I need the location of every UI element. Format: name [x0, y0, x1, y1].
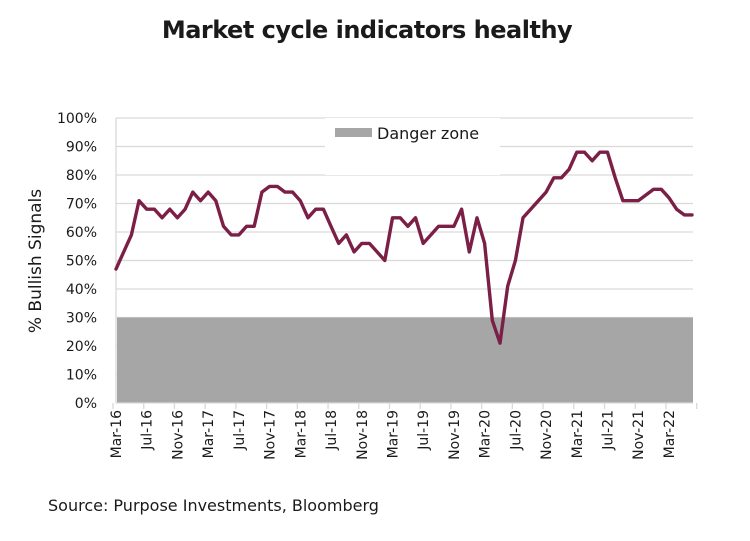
source-note: Source: Purpose Investments, Bloomberg: [48, 496, 379, 515]
y-tick-label: 90%: [66, 140, 97, 156]
y-tick-label: 40%: [66, 282, 97, 298]
y-tick-label: 70%: [66, 197, 97, 213]
x-tick-label: Mar-16: [109, 410, 125, 458]
y-tick-label: 10%: [66, 368, 97, 384]
danger-zone-area: [117, 317, 693, 403]
y-tick-label: 30%: [66, 311, 97, 327]
x-tick-label: Mar-21: [570, 410, 586, 458]
y-tick-label: 60%: [66, 225, 97, 241]
y-tick-label: 20%: [66, 339, 97, 355]
x-tick-label: Jul-17: [232, 410, 248, 451]
x-tick-label: Jul-16: [140, 410, 156, 451]
x-tick-label: Mar-22: [662, 410, 678, 458]
legend-swatch-danger-zone: [335, 128, 372, 137]
y-tick-label: 80%: [66, 168, 97, 184]
x-tick-label: Nov-21: [631, 410, 647, 460]
x-tick-label: Jul-21: [601, 410, 617, 451]
legend-label-danger-zone: Danger zone: [377, 124, 479, 143]
chart-title: Market cycle indicators healthy: [161, 16, 573, 44]
x-tick-label: Nov-19: [447, 410, 463, 460]
x-tick-label: Nov-16: [170, 410, 186, 460]
legend-background: [325, 118, 500, 175]
x-tick-label: Jul-19: [416, 410, 432, 451]
x-tick-label: Nov-18: [355, 410, 371, 460]
x-tick-label: Mar-18: [293, 410, 309, 458]
x-tick-label: Jul-20: [508, 410, 524, 451]
x-tick-label: Mar-19: [385, 410, 401, 458]
x-tick-label: Jul-18: [324, 410, 340, 451]
y-axis-title: % Bullish Signals: [26, 189, 46, 333]
series-line: [114, 150, 694, 345]
x-tick-label: Mar-20: [478, 410, 494, 458]
x-tick-label: Nov-17: [263, 410, 279, 460]
x-tick-label: Nov-20: [539, 410, 555, 460]
x-tick-label: Mar-17: [201, 410, 217, 458]
y-tick-label: 0%: [75, 396, 97, 412]
y-tick-label: 100%: [57, 111, 97, 127]
y-tick-label: 50%: [66, 254, 97, 270]
